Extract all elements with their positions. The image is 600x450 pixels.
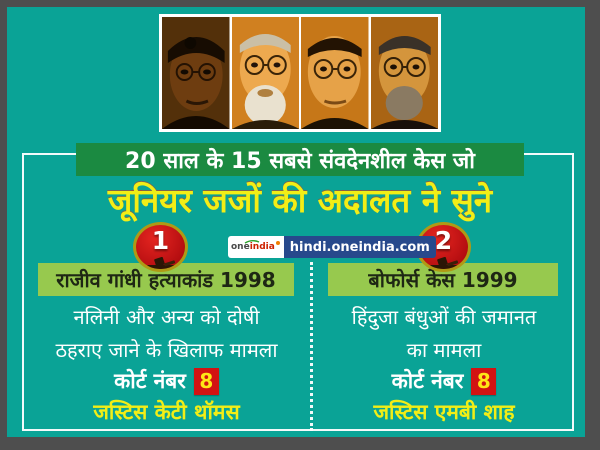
oneindia-logo-mark: one india (228, 236, 284, 258)
headline-banner: 20 साल के 15 सबसे संवदेनशील केस जो (76, 143, 524, 176)
judge-photo-4 (370, 17, 438, 129)
court-number-box: 8 (471, 367, 497, 395)
judge-name-2: जस्टिस एमबी शाह (373, 400, 515, 424)
gavel-icon (146, 257, 175, 269)
headline-line2: जूनियर जजों की अदालत ने सुने (107, 181, 493, 220)
case-description-line1: नलिनी और अन्य को दोषी (73, 305, 260, 329)
badge-number: 2 (434, 226, 453, 255)
judge-photo-2 (231, 17, 299, 129)
logo-dot-icon (275, 241, 280, 245)
logo-text-india: india (249, 242, 275, 252)
column-divider (310, 262, 313, 431)
headline-line1: 20 साल के 15 सबसे संवदेनशील केस जो (125, 148, 475, 174)
judges-photo-strip (159, 14, 441, 132)
court-row-1: कोर्ट नंबर 8 (22, 367, 311, 395)
oneindia-logo: one india hindi.oneindia.com (228, 236, 436, 258)
logo-url: hindi.oneindia.com (283, 236, 436, 258)
case-description-1: नलिनी और अन्य को दोषी ठहराए जाने के खिला… (22, 301, 311, 367)
gavel-icon (429, 257, 458, 269)
case-description-2: हिंदुजा बंधुओं की जमानत का मामला (313, 301, 575, 367)
case-number-badge-1: 1 (133, 222, 188, 272)
court-label: कोर्ट नंबर (391, 369, 464, 393)
judge-name-1: जस्टिस केटी थॉमस (93, 400, 240, 424)
logo-swoosh-icon (244, 240, 260, 244)
judge-photo-3 (301, 17, 369, 129)
badge-number: 1 (151, 226, 170, 255)
case-description-line2: ठहराए जाने के खिलाफ मामला (55, 338, 278, 362)
logo-text-one: one (231, 242, 250, 252)
case-description-line1: हिंदुजा बंधुओं की जमानत (351, 305, 537, 329)
case-title: राजीव गांधी हत्याकांड 1998 (56, 268, 276, 292)
court-number-box: 8 (193, 367, 219, 395)
case-title: बोफोर्स केस 1999 (368, 268, 518, 292)
case-description-line2: का मामला (406, 338, 482, 362)
court-label: कोर्ट नंबर (114, 369, 186, 393)
court-row-2: कोर्ट नंबर 8 (313, 367, 575, 395)
judge-photo-1 (162, 17, 230, 129)
